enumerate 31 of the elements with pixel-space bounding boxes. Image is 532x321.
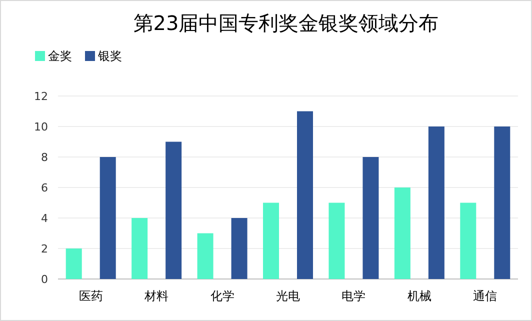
- bar: [132, 218, 148, 279]
- bar: [428, 126, 444, 279]
- legend-label: 金奖: [48, 49, 72, 63]
- bar: [394, 188, 410, 279]
- bar: [362, 157, 379, 279]
- y-tick-label: 8: [41, 151, 48, 164]
- y-tick-label: 6: [41, 182, 48, 194]
- bar: [197, 233, 214, 279]
- x-tick-label: 通信: [473, 289, 498, 303]
- x-tick-label: 机械: [407, 289, 432, 303]
- bar: [494, 126, 510, 279]
- bar: [328, 202, 345, 279]
- y-tick-label: 10: [34, 120, 48, 134]
- chart-title: 第23届中国专利奖金银奖领域分布: [133, 11, 439, 35]
- y-tick-label: 4: [41, 212, 48, 225]
- x-tick-label: 电学: [342, 289, 366, 303]
- x-tick-label: 材料: [144, 289, 169, 303]
- bar: [100, 157, 116, 279]
- y-tick-label: 0: [41, 273, 48, 286]
- x-tick-label: 化学: [210, 289, 234, 303]
- y-tick-label: 2: [41, 242, 48, 256]
- x-tick-label: 光电: [276, 289, 300, 303]
- x-tick-label: 医药: [78, 289, 103, 303]
- bar: [166, 142, 182, 279]
- y-tick-label: 12: [34, 90, 48, 103]
- bar: [460, 202, 476, 279]
- bar: [231, 218, 248, 279]
- bar: [66, 248, 82, 279]
- legend-label: 银奖: [97, 49, 122, 63]
- bar: [263, 202, 279, 279]
- bar: [297, 111, 313, 279]
